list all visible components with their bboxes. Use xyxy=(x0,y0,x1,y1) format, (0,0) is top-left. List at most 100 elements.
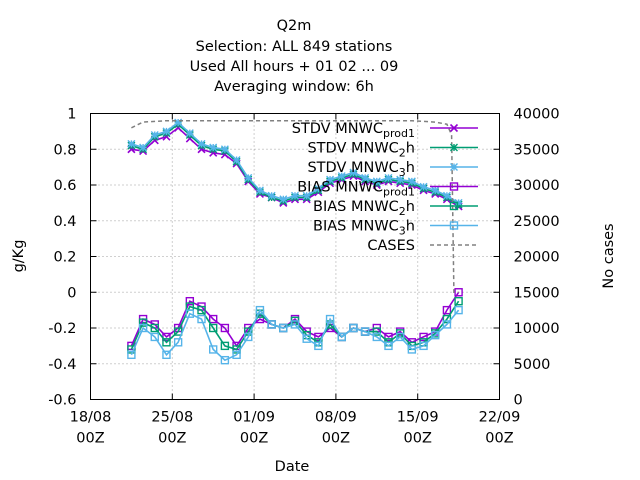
data-point xyxy=(454,305,463,315)
data-point xyxy=(419,182,428,191)
data-point xyxy=(395,332,405,342)
data-point xyxy=(396,175,405,184)
data-point xyxy=(244,332,253,342)
data-point xyxy=(302,334,311,343)
data-point xyxy=(150,323,159,333)
data-point xyxy=(162,350,171,360)
legend-marker xyxy=(449,201,459,211)
data-point xyxy=(407,177,416,186)
y2-tick-label: 30000 xyxy=(514,178,560,194)
data-point xyxy=(279,323,288,333)
y-tick-label: 1 xyxy=(67,107,76,123)
data-point xyxy=(454,198,463,207)
data-point xyxy=(337,172,346,181)
legend-marker xyxy=(450,163,458,171)
data-point xyxy=(138,318,148,327)
y-tick-label: 0.4 xyxy=(53,214,76,230)
data-point xyxy=(220,341,230,351)
x-tick-label: 00Z xyxy=(404,431,432,447)
data-point xyxy=(314,184,323,193)
y-tick-label: 0.6 xyxy=(53,178,76,194)
y-axis-label: g/Kg xyxy=(11,240,27,273)
grid xyxy=(90,113,500,400)
data-point xyxy=(197,139,206,148)
data-point xyxy=(173,338,183,347)
title-line-2: Selection: ALL 849 stations xyxy=(196,39,393,55)
data-point xyxy=(419,341,428,351)
y2-tick-label: 35000 xyxy=(514,142,560,158)
data-point xyxy=(360,327,370,336)
data-point xyxy=(267,191,276,200)
data-point xyxy=(255,186,264,195)
series-layer xyxy=(127,118,463,365)
legend-marker xyxy=(449,182,459,191)
data-point xyxy=(220,355,230,365)
data-point xyxy=(185,129,194,138)
chart-title: Q2m Selection: ALL 849 stations Used All… xyxy=(190,18,399,95)
data-point xyxy=(232,155,241,164)
data-point xyxy=(325,314,335,324)
y2-axis-label: No cases xyxy=(601,223,617,288)
legend-label: CASES xyxy=(367,238,415,254)
title-line-4: Averaging window: 6h xyxy=(214,79,374,95)
x-tick-label: 18/08 xyxy=(70,410,112,426)
y2-tick-label: 20000 xyxy=(514,250,560,266)
data-point xyxy=(244,173,253,182)
y2-tick-label: 5000 xyxy=(514,357,551,373)
x-tick-label: 15/09 xyxy=(397,410,439,426)
x-tick-label: 00Z xyxy=(322,431,350,447)
data-point xyxy=(138,323,148,333)
data-point xyxy=(361,173,370,182)
y2-tick-label: 25000 xyxy=(514,214,560,230)
legend-label: STDV MNWC3h xyxy=(307,160,415,179)
data-point xyxy=(279,195,288,204)
x-tick-label: 01/09 xyxy=(233,410,275,426)
data-point xyxy=(127,139,136,148)
data-point xyxy=(384,341,393,351)
data-point xyxy=(302,191,311,200)
legend-marker xyxy=(449,123,459,133)
data-point xyxy=(220,323,230,333)
data-point xyxy=(290,320,300,329)
legend-label: BIAS MNWCprod1 xyxy=(297,180,415,199)
data-point xyxy=(162,127,171,136)
data-point xyxy=(384,173,393,182)
data-point xyxy=(208,345,218,354)
data-point xyxy=(162,338,171,347)
data-point xyxy=(150,130,159,139)
data-point xyxy=(326,175,335,184)
data-point xyxy=(255,305,265,315)
legend-label: BIAS MNWC3h xyxy=(313,219,415,238)
legend-label: STDV MNWCprod1 xyxy=(292,121,415,140)
y2-tick-label: 40000 xyxy=(514,107,560,123)
data-point xyxy=(185,309,195,318)
data-point xyxy=(454,296,463,306)
title-line-3: Used All hours + 01 02 ... 09 xyxy=(190,59,399,75)
legend-label: STDV MNWC2h xyxy=(307,141,415,160)
data-point xyxy=(209,143,218,152)
data-point xyxy=(431,186,440,195)
axes: 18/08 00Z 25/08 00Z 01/09 00Z 08/09 00Z 15/09 00Z… xyxy=(48,107,559,447)
x-tick-label: 00Z xyxy=(240,431,268,447)
data-point xyxy=(232,350,241,360)
y2-tick-label: 0 xyxy=(514,393,523,409)
data-point xyxy=(349,168,358,177)
x-tick-label: 00Z xyxy=(158,431,186,447)
series-line xyxy=(131,119,459,294)
x-tick-label: 00Z xyxy=(76,431,104,447)
series-6 xyxy=(131,119,459,294)
data-point xyxy=(442,305,452,315)
y-tick-label: 0.2 xyxy=(53,250,76,266)
data-point xyxy=(442,320,452,329)
y2-tick-label: 15000 xyxy=(514,285,560,301)
data-point xyxy=(185,296,195,306)
series-5 xyxy=(127,305,463,365)
data-point xyxy=(291,191,299,200)
data-point xyxy=(442,191,451,200)
data-point xyxy=(127,350,136,360)
data-point xyxy=(208,314,218,324)
x-tick-label: 00Z xyxy=(485,431,513,447)
data-point xyxy=(267,320,276,329)
y-tick-label: -0.4 xyxy=(48,357,76,373)
